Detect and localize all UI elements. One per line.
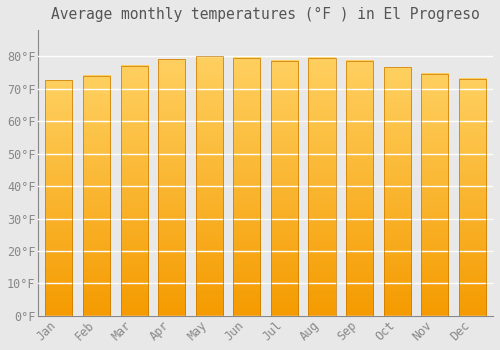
Bar (459, 79, 486, 316)
Bar (346, 61, 373, 316)
Bar (46, 80, 72, 316)
Bar (83, 76, 110, 316)
Bar (384, 68, 410, 316)
Bar (158, 59, 185, 316)
Bar (422, 74, 448, 316)
Title: Average monthly temperatures (°F ) in El Progreso: Average monthly temperatures (°F ) in El… (52, 7, 480, 22)
Bar (120, 66, 148, 316)
Bar (271, 61, 298, 316)
Bar (234, 58, 260, 316)
Bar (196, 56, 223, 316)
Bar (308, 58, 336, 316)
